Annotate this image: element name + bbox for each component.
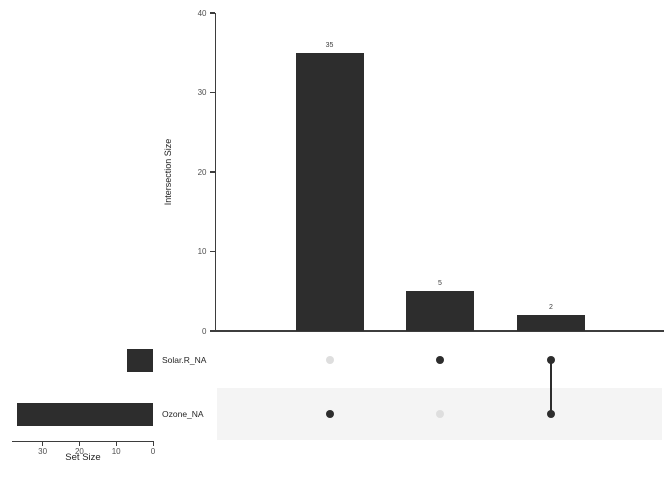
y-tick-label: 40 xyxy=(197,8,207,18)
set-label: Solar.R_NA xyxy=(162,355,207,365)
y-tick-mark xyxy=(210,250,215,253)
intersection-count-label: 35 xyxy=(325,41,334,49)
intersection-size-axis-title: Intersection Size xyxy=(163,138,173,206)
set-size-tick-label: 20 xyxy=(74,447,84,456)
set-size-tick-mark xyxy=(78,442,80,446)
y-tick-mark xyxy=(210,330,215,332)
matrix-dot-active xyxy=(436,356,444,364)
intersection-bar xyxy=(295,52,364,331)
intersection-bar xyxy=(517,315,585,331)
y-tick-mark xyxy=(210,91,215,94)
set-size-tick-label: 0 xyxy=(150,447,156,456)
matrix-dot-inactive xyxy=(325,356,334,364)
matrix-dot-active xyxy=(325,410,334,418)
set-size-axis-line xyxy=(12,440,154,443)
y-tick-mark xyxy=(210,171,215,173)
matrix-dot-inactive xyxy=(436,410,444,418)
y-tick-mark xyxy=(210,12,215,14)
set-size-tick-mark xyxy=(115,442,117,446)
matrix-dot-active xyxy=(547,410,555,418)
y-tick-label: 0 xyxy=(202,326,207,336)
matrix-dot-active xyxy=(547,356,555,364)
y-tick-label: 30 xyxy=(197,88,207,97)
set-size-tick-mark xyxy=(152,442,154,446)
y-tick-label: 10 xyxy=(197,247,207,256)
set-size-tick-mark xyxy=(42,442,44,446)
set-size-bar xyxy=(16,402,153,426)
set-size-tick-label: 30 xyxy=(38,447,48,456)
x-baseline xyxy=(214,330,664,332)
intersection-bar xyxy=(406,291,474,331)
intersection-count-label: 5 xyxy=(438,280,442,288)
intersection-count-label: 2 xyxy=(549,304,553,312)
matrix-connector-line xyxy=(549,360,553,414)
set-size-bar xyxy=(127,348,153,372)
set-size-tick-label: 10 xyxy=(111,447,121,456)
set-label: Ozone_NA xyxy=(162,409,204,419)
y-tick-label: 20 xyxy=(197,167,207,177)
y-axis-line xyxy=(214,13,217,331)
set-size-axis-title: Set Size xyxy=(65,452,101,463)
